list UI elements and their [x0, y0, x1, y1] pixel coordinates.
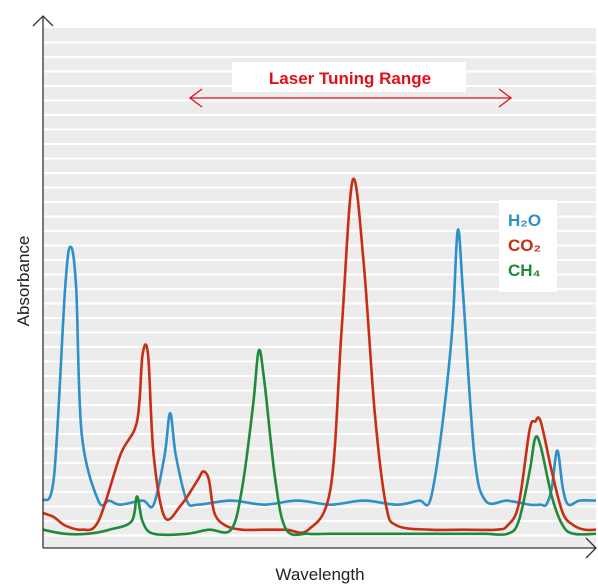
tuning-range-label: Laser Tuning Range	[269, 69, 431, 88]
y-axis-title: Absorbance	[14, 236, 33, 327]
axes	[32, 15, 597, 559]
legend-box	[499, 200, 557, 292]
tuning-range-annotation: Laser Tuning Range	[188, 62, 513, 108]
legend: H₂O CO₂ CH₄	[499, 200, 557, 292]
legend-entry-0: H₂O	[508, 211, 541, 230]
series-line-2	[42, 348, 597, 537]
series-line-1	[42, 177, 597, 535]
legend-entry-1: CO₂	[508, 236, 541, 255]
legend-entry-2: CH₄	[508, 261, 541, 280]
y-axis-arrow	[32, 15, 54, 27]
series-lines	[41, 177, 597, 537]
range-arrow-left-head	[188, 88, 203, 108]
annotation-label-bg	[232, 62, 466, 92]
x-axis-title: Wavelength	[275, 565, 364, 584]
series-line-0	[41, 228, 597, 509]
x-axis-arrow	[585, 537, 597, 559]
range-arrow-right-head	[498, 88, 513, 108]
